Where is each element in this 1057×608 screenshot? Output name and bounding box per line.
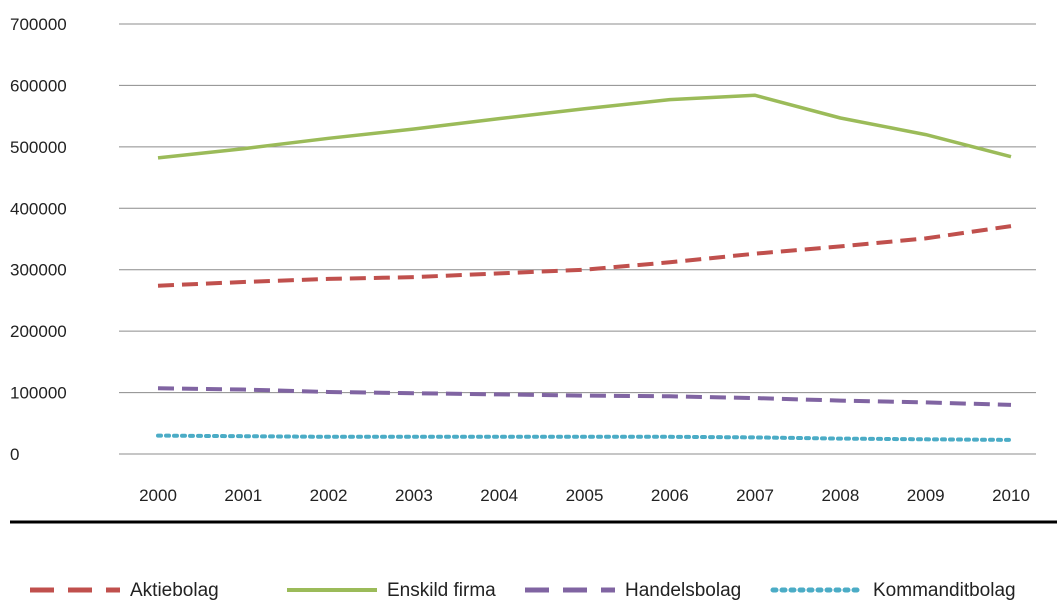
data-point <box>242 435 245 438</box>
legend-label: Aktiebolag <box>130 580 219 601</box>
y-tick-label: 500000 <box>10 138 67 157</box>
data-point <box>412 128 415 131</box>
data-point <box>754 436 757 439</box>
legend-label: Enskild firma <box>387 580 496 601</box>
data-point <box>327 435 330 438</box>
x-tick-label: 2003 <box>395 486 433 505</box>
data-point <box>327 390 330 393</box>
data-point <box>498 272 501 275</box>
data-point <box>924 133 927 136</box>
x-tick-label: 2007 <box>736 486 774 505</box>
y-tick-label: 400000 <box>10 199 67 218</box>
data-point <box>839 399 842 402</box>
data-point <box>157 434 160 437</box>
data-point <box>1010 403 1013 406</box>
series-lines <box>156 93 1013 442</box>
data-point <box>242 388 245 391</box>
data-point <box>754 94 757 97</box>
y-tick-label: 700000 <box>10 15 67 34</box>
data-point <box>924 401 927 404</box>
data-point <box>754 252 757 255</box>
legend-label: Kommanditbolag <box>873 580 1016 601</box>
data-point <box>412 276 415 279</box>
x-tick-label: 2000 <box>139 486 177 505</box>
data-point <box>157 387 160 390</box>
data-point <box>668 261 671 264</box>
data-point <box>327 137 330 140</box>
data-point <box>924 438 927 441</box>
data-point <box>498 435 501 438</box>
data-point <box>839 116 842 119</box>
x-tick-label: 2009 <box>907 486 945 505</box>
data-point <box>583 107 586 110</box>
data-point <box>157 156 160 159</box>
x-tick-label: 2004 <box>480 486 518 505</box>
data-point <box>583 268 586 271</box>
data-point <box>1010 155 1013 158</box>
x-tick-label: 2010 <box>992 486 1030 505</box>
data-point <box>583 435 586 438</box>
series-line-aktiebolag <box>157 224 1012 288</box>
data-point <box>1010 438 1013 441</box>
series-line-enskild-firma <box>157 93 1012 160</box>
y-tick-label: 200000 <box>10 322 67 341</box>
data-point <box>1010 225 1013 228</box>
data-point <box>412 392 415 395</box>
data-point <box>583 394 586 397</box>
series-line-kommanditbolag <box>156 433 1013 442</box>
x-tick-label: 2008 <box>821 486 859 505</box>
data-point <box>754 397 757 400</box>
y-tick-label: 100000 <box>10 384 67 403</box>
data-point <box>924 237 927 240</box>
y-tick-label: 600000 <box>10 76 67 95</box>
data-point <box>839 437 842 440</box>
series-line-handelsbolag <box>157 386 1012 407</box>
x-tick-label: 2005 <box>566 486 604 505</box>
y-tick-label: 300000 <box>10 261 67 280</box>
x-tick-label: 2006 <box>651 486 689 505</box>
x-axis: 2000 2001 2002 2003 2004 2005 2006 2007 2008 2009… <box>139 486 1030 505</box>
data-point <box>839 245 842 248</box>
x-tick-label: 2002 <box>310 486 348 505</box>
data-point <box>412 435 415 438</box>
data-point <box>498 393 501 396</box>
legend: Aktiebolag Enskild firma Handelsbolag Komma… <box>30 580 1016 601</box>
data-point <box>242 147 245 150</box>
y-axis: 0 100000 200000 300000 400000 500000 600000 700… <box>10 15 67 464</box>
data-point <box>242 281 245 284</box>
data-point <box>498 117 501 120</box>
data-point <box>668 395 671 398</box>
data-point <box>157 284 160 287</box>
x-tick-label: 2001 <box>224 486 262 505</box>
legend-label: Handelsbolag <box>625 580 741 601</box>
data-point <box>327 277 330 280</box>
data-point <box>668 98 671 101</box>
y-tick-label: 0 <box>10 445 19 464</box>
data-point <box>668 435 671 438</box>
